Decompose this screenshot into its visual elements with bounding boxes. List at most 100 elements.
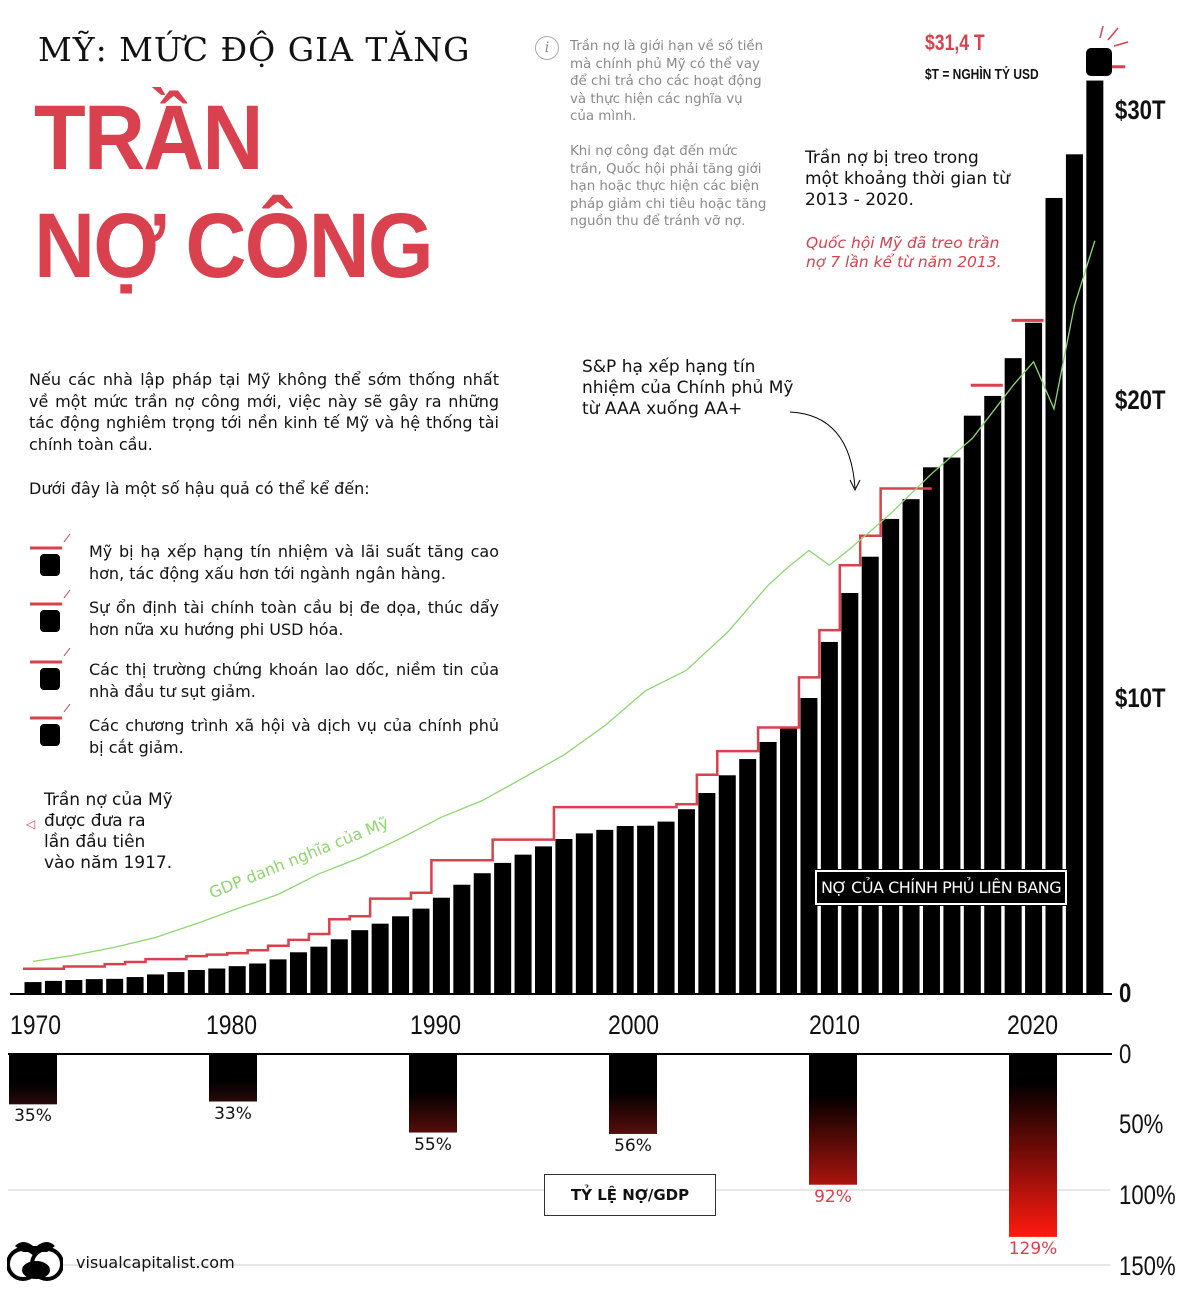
federal-debt-label: NỢ CỦA CHÍNH PHỦ LIÊN BANG xyxy=(813,869,1069,906)
debt-bar xyxy=(208,968,226,993)
ratio-data-label: 35% xyxy=(14,1106,52,1127)
debt-bar xyxy=(412,908,430,993)
info-ceiling-rule: Khi nợ công đạt đến mức trần, Quốc hội p… xyxy=(570,144,767,230)
y-tick-label: $20T xyxy=(1115,385,1166,415)
burst-line xyxy=(63,533,71,543)
debt-bar xyxy=(494,862,512,993)
debt-bar xyxy=(24,982,42,993)
debt-bar xyxy=(575,833,593,993)
burst-line xyxy=(1113,41,1129,47)
gdp-line xyxy=(32,240,1096,963)
x-tick-label: 2000 xyxy=(608,1010,660,1040)
raised-fist-icon xyxy=(40,554,60,576)
visual-capitalist-logo xyxy=(6,1238,64,1284)
burst-line xyxy=(63,589,71,599)
ratio-tick-label: 150% xyxy=(1119,1251,1176,1281)
debt-bar xyxy=(616,826,634,993)
debt-bar xyxy=(820,641,838,993)
debt-bar xyxy=(106,978,124,993)
debt-bar xyxy=(882,518,900,993)
debt-bar xyxy=(1004,358,1022,993)
debt-ceiling-line xyxy=(23,487,932,971)
debt-to-gdp-label: TỶ LỆ NỢ/GDP xyxy=(544,1174,716,1216)
annotation-arrow xyxy=(789,411,856,489)
x-tick-label: 1980 xyxy=(206,1010,258,1040)
ratio-data-label: 55% xyxy=(414,1134,452,1155)
consequence-item: Các chương trình xã hội và dịch vụ của c… xyxy=(89,716,499,757)
debt-bar xyxy=(780,727,798,993)
debt-bar xyxy=(249,963,267,993)
debt-bar xyxy=(44,980,62,993)
debt-bar xyxy=(514,854,532,993)
consequences-heading: Dưới đây là một số hậu quả có thể kể đến… xyxy=(29,479,370,498)
debt-bar xyxy=(310,946,328,993)
debt-bar xyxy=(147,974,165,993)
first-ceiling-note: Trần nợ của Mỹ được đưa ra lần đầu tiên … xyxy=(44,790,173,873)
debt-bar xyxy=(698,792,716,993)
current-ceiling-label: $31,4 T xyxy=(925,30,985,55)
debt-bar xyxy=(984,395,1002,993)
ratio-tick-label: 50% xyxy=(1119,1109,1164,1139)
y-tick-label: $10T xyxy=(1115,683,1166,713)
info-definition: Trần nợ là giới hạn về số tiền mà chính … xyxy=(570,39,764,125)
suspension-note: Trần nợ bị treo trong một khoảng thời gi… xyxy=(805,148,1010,210)
debt-bar xyxy=(351,930,369,993)
title-line-2: NỢ CÔNG xyxy=(34,195,434,297)
x-tick-label: 1970 xyxy=(10,1010,62,1040)
debt-bar xyxy=(943,457,961,993)
consequence-item: Mỹ bị hạ xếp hạng tín nhiệm và lãi suất … xyxy=(89,542,499,583)
debt-bar xyxy=(657,821,675,993)
debt-bar xyxy=(289,952,307,993)
debt-bar xyxy=(1045,197,1063,994)
debt-bar xyxy=(759,741,777,993)
info-icon: i xyxy=(535,36,559,60)
suspension-count-note: Quốc hội Mỹ đã treo trần nợ 7 lần kể từ … xyxy=(806,234,1002,271)
debt-bar xyxy=(392,916,410,993)
debt-bar xyxy=(963,415,981,993)
debt-bar xyxy=(432,897,450,993)
kicker-title: MỸ: MỨC ĐỘ GIA TĂNG xyxy=(38,30,471,69)
ratio-bar xyxy=(9,1055,57,1105)
debt-bar xyxy=(85,979,103,993)
ratio-tick-label: 0 xyxy=(1119,1039,1132,1069)
ratio-tick-label: 100% xyxy=(1119,1180,1176,1210)
consequence-item: Các thị trường chứng khoán lao dốc, niềm… xyxy=(89,660,499,701)
debt-bar xyxy=(800,698,818,993)
downgrade-note: S&P hạ xếp hạng tín nhiệm của Chính phủ … xyxy=(582,357,794,419)
ratio-bar xyxy=(409,1055,457,1133)
ratio-bar xyxy=(809,1055,857,1185)
burst-line xyxy=(63,647,71,657)
ratio-data-label: 92% xyxy=(814,1186,852,1207)
raised-fist-icon xyxy=(40,668,60,690)
debt-bar xyxy=(1065,154,1083,993)
y-tick-label: 0 xyxy=(1119,978,1132,1008)
debt-bar xyxy=(902,499,920,993)
debt-bar xyxy=(126,977,144,993)
debt-bar xyxy=(739,759,757,993)
ratio-data-label: 33% xyxy=(214,1103,252,1124)
debt-bar xyxy=(596,829,614,993)
debt-bar xyxy=(555,839,573,993)
ratio-data-label: 56% xyxy=(614,1135,652,1156)
x-tick-label: 1990 xyxy=(410,1010,462,1040)
source-link[interactable]: visualcapitalist.com xyxy=(76,1253,235,1272)
debt-bar xyxy=(718,775,736,993)
intro-paragraph: Nếu các nhà lập pháp tại Mỹ không thể sớ… xyxy=(29,370,499,454)
debt-bar xyxy=(922,467,940,993)
consequence-item: Sự ổn định tài chính toàn cầu bị đe dọa,… xyxy=(89,598,499,639)
title-line-1: TRẦN xyxy=(34,87,264,189)
debt-bar xyxy=(861,556,879,993)
y-tick-label: $30T xyxy=(1115,95,1166,125)
ratio-data-label: 129% xyxy=(1008,1238,1058,1259)
debt-bar xyxy=(1025,322,1043,993)
ratio-bar xyxy=(1009,1055,1057,1237)
debt-bar xyxy=(535,846,552,993)
debt-bar xyxy=(330,939,348,993)
burst-line xyxy=(63,703,71,713)
x-tick-label: 2010 xyxy=(809,1010,861,1040)
debt-bar xyxy=(167,972,185,993)
debt-bar xyxy=(453,884,471,993)
debt-bar xyxy=(228,966,246,993)
